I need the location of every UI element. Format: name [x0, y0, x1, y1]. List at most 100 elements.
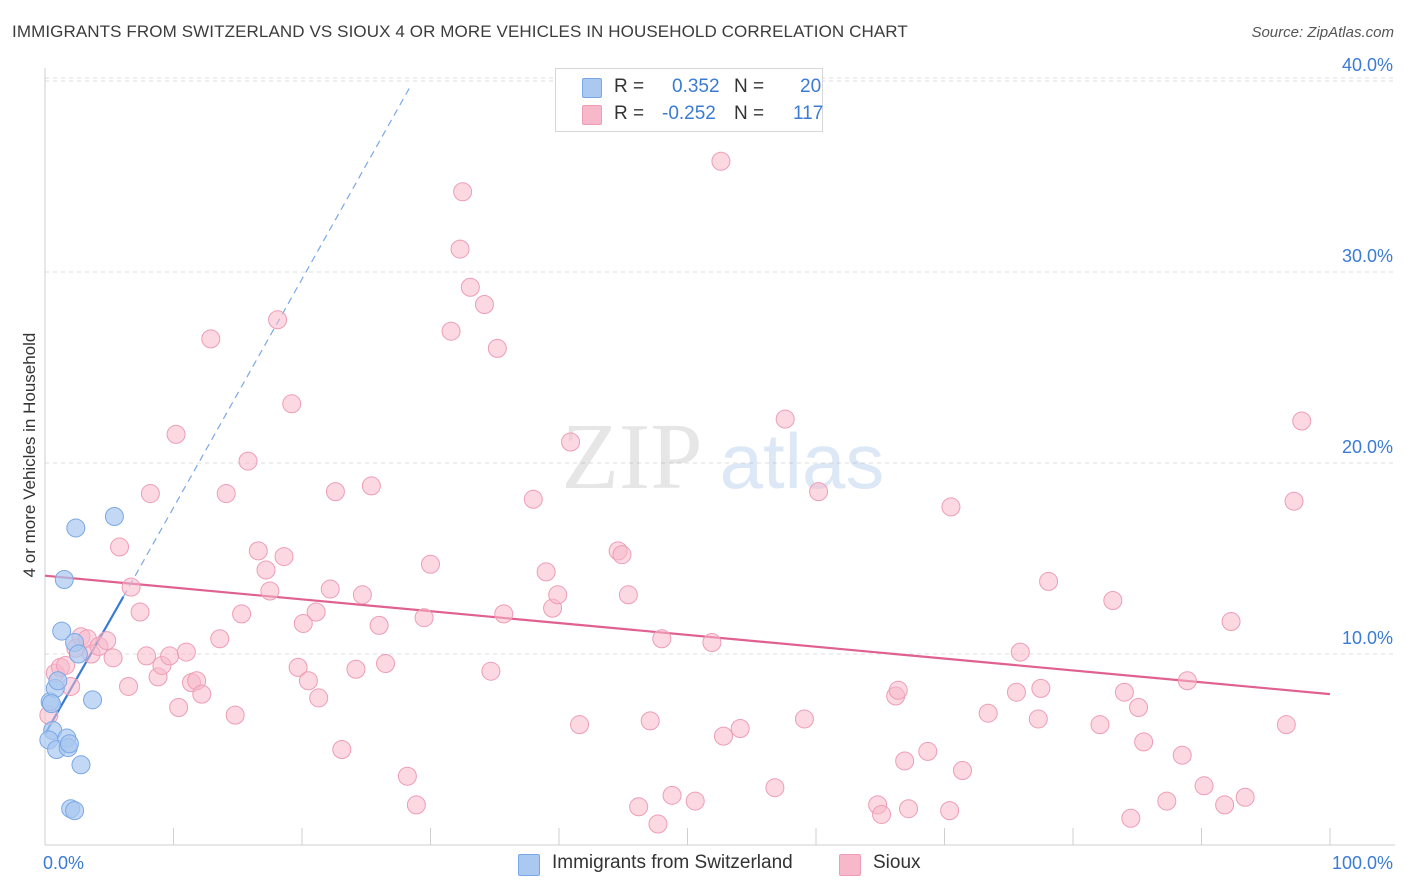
sioux-point: [1177, 671, 1197, 691]
sioux-point: [103, 648, 123, 668]
sioux-point: [376, 654, 396, 674]
switzerland-point: [65, 801, 85, 821]
legend-r-label: R =: [614, 103, 645, 124]
sioux-point: [652, 629, 672, 649]
sioux-point: [97, 631, 117, 651]
sioux-point: [523, 489, 543, 509]
sioux-point: [872, 804, 892, 824]
sioux-point: [640, 711, 660, 731]
switzerland-point: [83, 690, 103, 710]
sioux-point: [306, 602, 326, 622]
trend-lines: [44, 84, 1331, 735]
sioux-point: [274, 547, 294, 567]
y-tick-label: 10.0%: [1342, 628, 1393, 648]
sioux-point: [548, 585, 568, 605]
sioux-point: [1114, 682, 1134, 702]
tick-labels: 10.0% 20.0% 30.0% 40.0% 0.0% 100.0%: [43, 55, 1393, 873]
sioux-point: [288, 657, 308, 677]
sioux-point: [940, 801, 960, 821]
sioux-point: [256, 560, 276, 580]
legend-r-label: R =: [614, 76, 645, 97]
legend-r-value: 0.352: [672, 76, 720, 97]
sioux-point: [166, 424, 186, 444]
sioux-point: [629, 797, 649, 817]
legend-swatch-sioux: [582, 105, 602, 125]
sioux-point: [1194, 776, 1214, 796]
switzerland-point: [66, 518, 86, 538]
sioux-point: [1010, 642, 1030, 662]
sioux-point: [225, 705, 245, 725]
sioux-point: [1172, 745, 1192, 765]
sioux-point: [941, 497, 961, 517]
legend-n-value: 117: [793, 103, 824, 124]
sioux-point: [1031, 678, 1051, 698]
sioux-point: [1276, 715, 1296, 735]
sioux-point: [248, 541, 268, 561]
legend-n-label: N =: [734, 76, 765, 97]
sioux-point: [648, 814, 668, 834]
switzerland-trend-extension: [122, 84, 412, 597]
sioux-point: [1157, 791, 1177, 811]
sioux-point: [210, 629, 230, 649]
sioux-point: [685, 791, 705, 811]
switzerland-point: [59, 734, 79, 754]
legend-swatch-switzerland: [518, 854, 540, 876]
sioux-point: [450, 239, 470, 259]
sioux-point: [702, 633, 722, 653]
sioux-point: [570, 715, 590, 735]
sioux-point: [140, 484, 160, 504]
legend-label-switzerland: Immigrants from Switzerland: [552, 852, 793, 873]
data-points: [39, 151, 1312, 834]
y-tick-label: 20.0%: [1342, 437, 1393, 457]
sioux-point: [1134, 732, 1154, 752]
x-tick-label: 100.0%: [1332, 853, 1393, 873]
sioux-point: [487, 338, 507, 358]
watermark-atlas: atlas: [720, 417, 885, 505]
sioux-point: [268, 310, 288, 330]
switzerland-point: [71, 755, 91, 775]
sioux-point: [978, 703, 998, 723]
y-tick-label: 40.0%: [1342, 55, 1393, 75]
sioux-point: [1221, 612, 1241, 632]
sioux-point: [765, 778, 785, 798]
sioux-point: [711, 151, 731, 171]
sioux-point: [1121, 808, 1141, 828]
sioux-point: [1103, 591, 1123, 611]
sioux-point: [453, 182, 473, 202]
legend-n-value: 20: [800, 76, 822, 97]
sioux-point: [794, 709, 814, 729]
sioux-point: [618, 585, 638, 605]
source-label: Source: ZipAtlas.com: [1251, 24, 1394, 41]
legend-swatch-switzerland: [582, 78, 602, 98]
sioux-point: [775, 409, 795, 429]
sioux-point: [282, 394, 302, 414]
sioux-point: [895, 751, 915, 771]
switzerland-point: [41, 694, 61, 714]
sioux-point: [320, 579, 340, 599]
sioux-point: [612, 545, 632, 565]
sioux-point: [169, 697, 189, 717]
sioux-point: [494, 604, 514, 624]
sioux-point: [201, 329, 221, 349]
sioux-point: [298, 671, 318, 691]
chart-title: IMMIGRANTS FROM SWITZERLAND VS SIOUX 4 O…: [12, 22, 908, 41]
sioux-point: [176, 642, 196, 662]
sioux-point: [119, 676, 139, 696]
sioux-point: [1006, 682, 1026, 702]
sioux-point: [325, 482, 345, 502]
sioux-point: [414, 608, 434, 628]
correlation-legend: R = 0.352 N = 20 R = -0.252 N = 117: [555, 68, 823, 132]
axes: [44, 68, 1395, 846]
sioux-point: [481, 661, 501, 681]
sioux-point: [1292, 411, 1312, 431]
sioux-point: [346, 659, 366, 679]
sioux-point: [56, 655, 76, 675]
sioux-point: [406, 795, 426, 815]
switzerland-point: [68, 644, 88, 664]
sioux-point: [216, 484, 236, 504]
watermark-zip: ZIP: [562, 405, 703, 509]
sioux-point: [1039, 571, 1059, 591]
sioux-point: [397, 766, 417, 786]
sioux-point: [121, 577, 141, 597]
sioux-point: [952, 761, 972, 781]
